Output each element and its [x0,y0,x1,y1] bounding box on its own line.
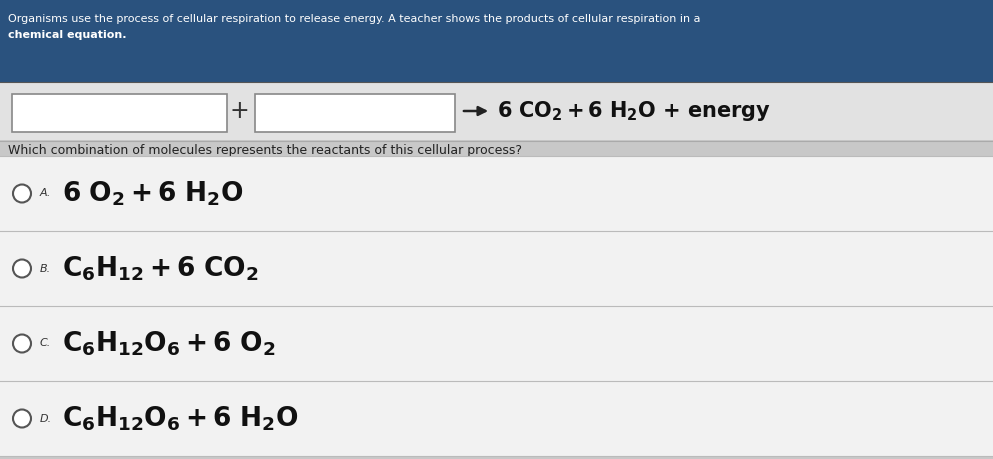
Bar [0,0,993,82]
Text: B.: B. [40,263,51,274]
Circle shape [13,259,31,278]
Bar [0,82,993,140]
Bar [0,307,993,381]
Text: Which combination of molecules represents the reactants of this cellular process: Which combination of molecules represent… [8,144,522,157]
Bar [0,231,993,306]
Text: $\mathregular{C_6H_{12}O_6 + 6\ H_2O}$: $\mathregular{C_6H_{12}O_6 + 6\ H_2O}$ [62,404,299,433]
Bar [255,94,455,132]
Text: A.: A. [40,189,52,198]
Text: $\mathregular{C_6H_{12} + 6\ CO_2}$: $\mathregular{C_6H_{12} + 6\ CO_2}$ [62,254,258,283]
Text: chemical equation.: chemical equation. [8,30,126,40]
Bar [0,381,993,456]
Text: +: + [229,99,249,123]
Text: D.: D. [40,414,52,424]
Bar [12,94,227,132]
Text: $\mathregular{6\ O_2 + 6\ H_2O}$: $\mathregular{6\ O_2 + 6\ H_2O}$ [62,179,243,208]
Text: C.: C. [40,338,52,348]
Bar [0,157,993,231]
Text: $\mathregular{C_6H_{12}O_6 + 6\ O_2}$: $\mathregular{C_6H_{12}O_6 + 6\ O_2}$ [62,329,275,358]
Text: Organisms use the process of cellular respiration to release energy. A teacher s: Organisms use the process of cellular re… [8,14,700,24]
Circle shape [13,409,31,427]
Circle shape [13,335,31,353]
Text: $\mathregular{6\ CO_2 + 6\ H_2O}$ + energy: $\mathregular{6\ CO_2 + 6\ H_2O}$ + ener… [497,99,772,123]
Circle shape [13,185,31,202]
